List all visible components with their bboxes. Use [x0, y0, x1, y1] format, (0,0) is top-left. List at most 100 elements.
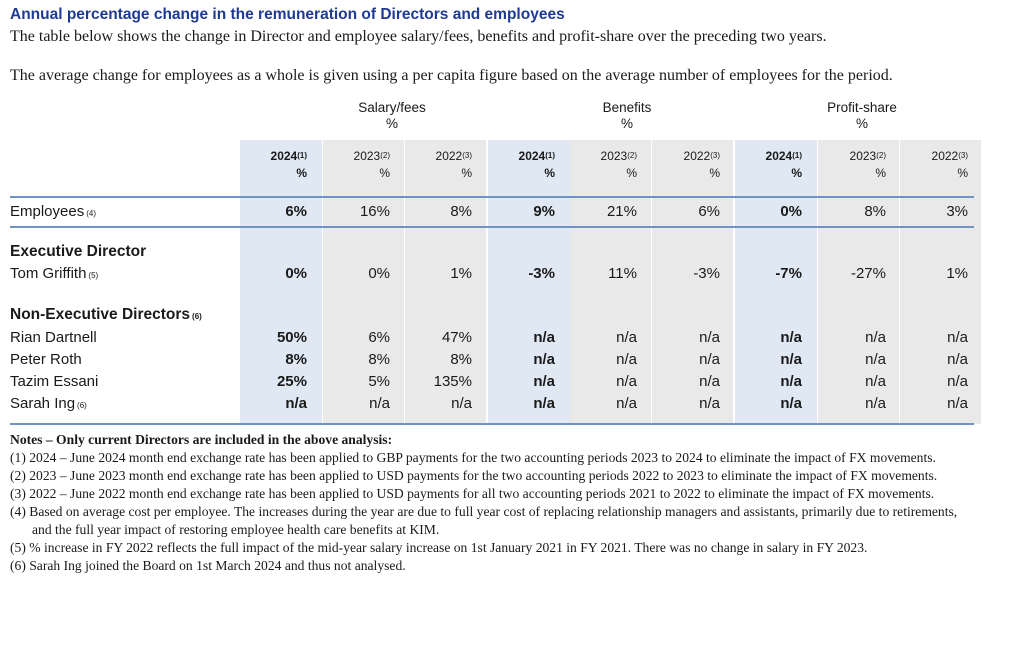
note-4: (4) Based on average cost per employee. …	[10, 504, 958, 537]
year-header-note: (3)	[462, 151, 472, 160]
table-cell: 8%	[450, 351, 472, 368]
row-label-employees-note: (4)	[86, 209, 96, 218]
table-cell: -3%	[693, 265, 720, 282]
table-cell: 8%	[285, 351, 307, 368]
row-label-director-text: Peter Roth	[10, 351, 82, 368]
year-header-unit: %	[875, 166, 886, 180]
note-2: (2) 2023 – June 2023 month end exchange …	[10, 468, 938, 483]
row-label-director: Rian Dartnell	[10, 328, 97, 348]
year-header-note: (3)	[710, 151, 720, 160]
table-cell: n/a	[616, 329, 637, 346]
year-header-label: 2024(1)	[485, 148, 555, 165]
table-cell: 1%	[946, 265, 968, 282]
note-3: (3) 2022 – June 2022 month end exchange …	[10, 486, 935, 501]
year-header-label: 2022(3)	[402, 148, 472, 165]
year-header: 2023(2)%	[320, 148, 390, 182]
year-header-unit: %	[957, 166, 968, 180]
group-header: Benefits%	[567, 100, 687, 132]
row-label-employees: Employees (4)	[10, 202, 96, 222]
row-label-director-text: Rian Dartnell	[10, 329, 97, 346]
table-cell: n/a	[865, 351, 886, 368]
note-5: (5) % increase in FY 2022 reflects the f…	[10, 540, 868, 555]
table-cell: 8%	[864, 203, 886, 220]
table-cell: n/a	[533, 329, 555, 346]
table-cell: n/a	[616, 351, 637, 368]
note-1: (1) 2024 – June 2024 month end exchange …	[10, 450, 936, 465]
table-cell: 6%	[368, 329, 390, 346]
year-header-note: (1)	[792, 151, 802, 160]
section-non-executive-directors: Non-Executive Directors (6)	[10, 305, 202, 325]
group-header-label: Benefits	[602, 100, 652, 115]
year-header-year: 2023	[849, 149, 877, 163]
year-header-label: 2024(1)	[237, 148, 307, 165]
year-header-unit: %	[791, 166, 802, 180]
row-label-director-text: Tom Griffith	[10, 265, 87, 282]
table-cell: n/a	[616, 373, 637, 390]
year-header-year: 2024	[765, 149, 793, 163]
note-6: (6) Sarah Ing joined the Board on 1st Ma…	[10, 558, 406, 573]
table-cell: 0%	[780, 203, 802, 220]
year-header-label: 2024(1)	[732, 148, 802, 165]
table-cell: n/a	[947, 373, 968, 390]
table-rule	[10, 226, 974, 228]
remuneration-change-table: Salary/fees% Benefits% Profit-share% 2024(1…	[10, 100, 981, 428]
year-header-note: (2)	[876, 151, 886, 160]
table-cell: n/a	[533, 373, 555, 390]
row-label-director-text: Tazim Essani	[10, 373, 99, 390]
table-cell: n/a	[699, 329, 720, 346]
table-cell: n/a	[285, 395, 307, 412]
table-cell: 1%	[450, 265, 472, 282]
table-cell: n/a	[369, 395, 390, 412]
table-cell: 135%	[433, 373, 472, 390]
shaded-column	[405, 140, 486, 424]
table-cell: n/a	[699, 395, 720, 412]
shaded-column	[323, 140, 404, 424]
year-header: 2023(2)%	[816, 148, 886, 182]
year-header-note: (1)	[297, 151, 307, 160]
table-cell: 5%	[368, 373, 390, 390]
year-header-year: 2022	[435, 149, 463, 163]
highlight-column-2	[488, 140, 570, 424]
table-cell: n/a	[451, 395, 472, 412]
year-header-unit: %	[379, 166, 390, 180]
notes-heading: Notes – Only current Directors are inclu…	[10, 432, 393, 447]
table-cell: 16%	[359, 203, 390, 220]
table-cell: 21%	[606, 203, 637, 220]
year-header-note: (3)	[958, 151, 968, 160]
year-header-year: 2022	[683, 149, 711, 163]
table-cell: n/a	[616, 395, 637, 412]
year-header: 2024(1)%	[485, 148, 555, 182]
intro-text-average: The average change for employees as a wh…	[10, 67, 893, 84]
table-cell: n/a	[780, 373, 802, 390]
group-header-unit: %	[385, 116, 398, 131]
year-header-unit: %	[626, 166, 637, 180]
year-header: 2024(1)%	[732, 148, 802, 182]
year-header-year: 2023	[353, 149, 381, 163]
group-header: Profit-share%	[802, 100, 922, 132]
year-header-unit: %	[461, 166, 472, 180]
table-cell: n/a	[699, 373, 720, 390]
table-cell: 50%	[276, 329, 307, 346]
row-label-director: Tazim Essani	[10, 372, 98, 392]
year-header-label: 2022(3)	[650, 148, 720, 165]
table-cell: n/a	[947, 351, 968, 368]
notes-section: Notes – Only current Directors are inclu…	[10, 431, 970, 575]
year-header-year: 2024	[518, 149, 546, 163]
shaded-column	[818, 140, 899, 424]
year-header-label: 2023(2)	[816, 148, 886, 165]
year-header-year: 2022	[931, 149, 959, 163]
table-rule	[10, 196, 974, 198]
year-header-unit: %	[709, 166, 720, 180]
year-header-note: (1)	[545, 151, 555, 160]
table-cell: n/a	[533, 351, 555, 368]
table-cell: 0%	[285, 265, 307, 282]
table-cell: n/a	[780, 395, 802, 412]
row-label-director: Tom Griffith (5)	[10, 264, 98, 284]
year-header: 2022(3)%	[650, 148, 720, 182]
table-cell: n/a	[780, 329, 802, 346]
row-label-director-note: (6)	[77, 401, 87, 410]
row-label-director-text: Sarah Ing	[10, 395, 76, 412]
row-label-director: Peter Roth	[10, 350, 82, 370]
highlight-column-1	[240, 140, 322, 424]
section-non-executive-directors-note: (6)	[192, 312, 202, 321]
